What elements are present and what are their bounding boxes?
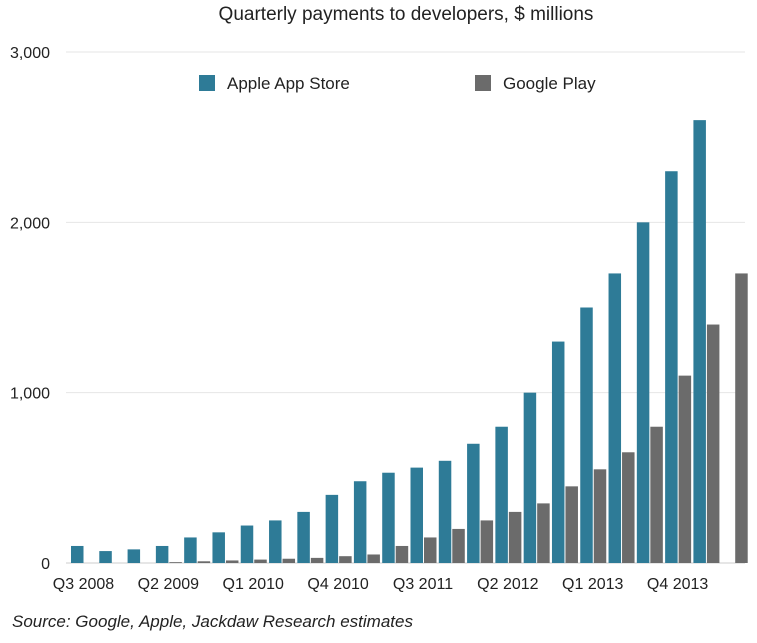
google-bar (565, 486, 578, 563)
apple-bar (693, 120, 706, 563)
google-bar (452, 528, 465, 563)
apple-bar (353, 481, 367, 563)
apple-bar (580, 307, 593, 563)
apple-bar (212, 532, 225, 563)
apple-bar (495, 426, 508, 563)
google-bar (395, 545, 409, 563)
apple-bar (155, 545, 169, 563)
apple-bar (127, 549, 141, 563)
x-tick-label: Q3 2011 (393, 576, 453, 593)
apple-bar (71, 545, 84, 563)
apple-bar (523, 392, 537, 563)
google-bar (537, 503, 550, 563)
apple-bar (551, 341, 565, 563)
y-tick-label: 0 (41, 556, 50, 573)
google-bar (593, 469, 607, 563)
google-bar (225, 560, 239, 563)
google-bar (282, 558, 296, 563)
x-tick-label: Q1 2013 (562, 576, 623, 593)
x-tick-label: Q2 2009 (138, 576, 199, 593)
google-bar (678, 375, 692, 563)
y-tick-label: 1,000 (10, 386, 50, 403)
x-axis-ticks: Q3 2008 Q2 2009 Q1 2010 Q4 2010 Q3 2011 Q2 20… (53, 576, 709, 593)
apple-bar (184, 537, 197, 563)
legend: Apple App Store Google Play (199, 74, 596, 93)
apple-bar (382, 472, 395, 563)
apple-bar (636, 222, 650, 564)
x-tick-label: Q4 2010 (307, 576, 368, 593)
source-note: Source: Google, Apple, Jackdaw Research … (12, 612, 413, 631)
google-bar (508, 511, 522, 563)
apple-bar (410, 467, 423, 563)
legend-swatch (199, 75, 215, 91)
google-bar (339, 556, 352, 563)
legend-label: Apple App Store (227, 74, 350, 93)
apple-bar (467, 443, 480, 563)
x-tick-label: Q1 2010 (223, 576, 284, 593)
y-axis-ticks: 0 1,000 2,000 3,000 (10, 45, 50, 573)
chart-title: Quarterly payments to developers, $ mill… (218, 4, 594, 25)
legend-label: Google Play (503, 74, 596, 93)
google-bar (254, 559, 267, 563)
apple-bar (325, 494, 339, 563)
google-bar (424, 537, 437, 563)
apple-bar (665, 171, 678, 563)
google-bar (622, 452, 635, 563)
legend-swatch (475, 75, 491, 91)
x-tick-label: Q3 2008 (53, 576, 114, 593)
y-tick-label: 3,000 (10, 45, 50, 62)
google-bar (310, 557, 324, 563)
apple-bar (240, 525, 254, 563)
google-bar (650, 426, 663, 563)
x-tick-label: Q4 2013 (647, 576, 708, 593)
bars (71, 120, 748, 564)
apple-bar (269, 520, 282, 563)
google-bar (169, 562, 182, 563)
google-bar (735, 273, 748, 563)
apple-bar (297, 511, 310, 563)
apple-bar (438, 460, 452, 563)
google-bar (367, 554, 380, 563)
apple-bar (608, 273, 622, 563)
apple-bar (99, 551, 112, 563)
google-bar (480, 520, 494, 563)
google-bar (706, 324, 720, 563)
google-bar (197, 561, 211, 563)
x-tick-label: Q2 2012 (477, 576, 538, 593)
y-tick-label: 2,000 (10, 215, 50, 232)
